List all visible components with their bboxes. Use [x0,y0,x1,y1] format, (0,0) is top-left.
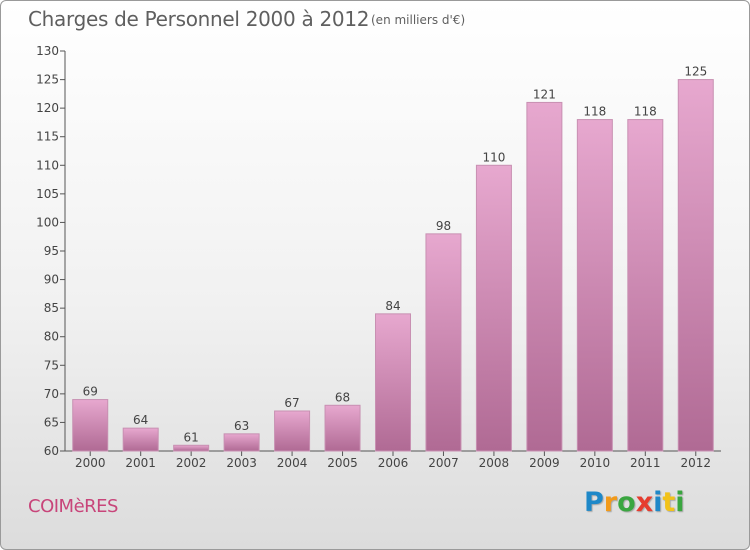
bar-2007 [425,233,462,452]
chart-title: Charges de Personnel 2000 à 2012 [28,7,370,31]
logo-letter: P [584,487,604,518]
data-label: 121 [533,87,556,101]
x-tick-label: 2009 [529,456,560,470]
data-label: 110 [482,150,505,164]
chart-subtitle: (en milliers d'€) [371,13,466,27]
data-label: 68 [335,390,350,404]
x-tick-label: 2000 [75,456,106,470]
y-tick-label: 70 [44,387,59,401]
y-tick-label: 100 [36,215,59,229]
y-tick-label: 75 [44,358,59,372]
data-label: 98 [436,219,451,233]
x-tick-label: 2005 [327,456,358,470]
x-tick-label: 2007 [428,456,459,470]
bar-2012 [677,79,714,452]
data-label: 118 [583,105,606,119]
y-tick-label: 65 [44,415,59,429]
logo-letter: t [662,487,676,518]
bar-2009 [526,101,563,452]
x-tick-label: 2012 [680,456,711,470]
bar-2001 [122,427,159,452]
x-tick-label: 2006 [378,456,409,470]
y-tick-label: 120 [36,101,59,115]
logo-letter: i [653,487,663,518]
commune-name: COIMèRES [28,496,118,517]
chart-axes: 60 65 70 75 80 85 90 95 100 105 110 115 120 125 130 200… [36,44,721,470]
bar-2006 [375,313,411,452]
y-tick-label: 110 [36,158,59,172]
data-label: 61 [184,430,199,444]
bar-2010 [576,119,613,452]
y-tick-label: 80 [44,330,59,344]
logo-letter: x [635,487,654,518]
logo-letter: i [675,487,685,518]
data-label: 67 [284,396,299,410]
y-tick-label: 130 [36,44,59,58]
data-label: 69 [83,385,98,399]
y-tick-label: 105 [36,187,59,201]
bar-2005 [324,404,361,452]
bar-2000 [72,399,109,452]
x-tick-label: 2001 [125,456,156,470]
data-label: 84 [385,299,400,313]
x-tick-label: 2002 [176,456,207,470]
bar-2008 [475,164,512,452]
proxiti-logo: Proxiti [584,487,685,518]
logo-letter: o [617,487,636,518]
bar-2003 [223,433,260,452]
bar-2004 [274,410,311,452]
chart-data-labels: 69 64 61 63 67 68 84 98 110 121 118 118 125 [83,65,708,445]
data-label: 63 [234,419,249,433]
x-tick-label: 2008 [479,456,510,470]
y-tick-label: 95 [44,244,59,258]
bar-2011 [627,119,664,452]
y-tick-label: 115 [36,130,59,144]
x-tick-label: 2004 [277,456,308,470]
data-label: 64 [133,413,148,427]
x-tick-label: 2010 [580,456,611,470]
y-tick-label: 60 [44,444,59,458]
bar-2002 [173,444,210,452]
data-label: 125 [684,65,707,79]
logo-letter: r [603,487,618,518]
x-tick-label: 2011 [630,456,661,470]
chart-bars [72,79,714,452]
data-label: 118 [634,105,657,119]
y-tick-label: 85 [44,301,59,315]
y-tick-label: 125 [36,73,59,87]
y-tick-label: 90 [44,273,59,287]
x-tick-label: 2003 [226,456,257,470]
